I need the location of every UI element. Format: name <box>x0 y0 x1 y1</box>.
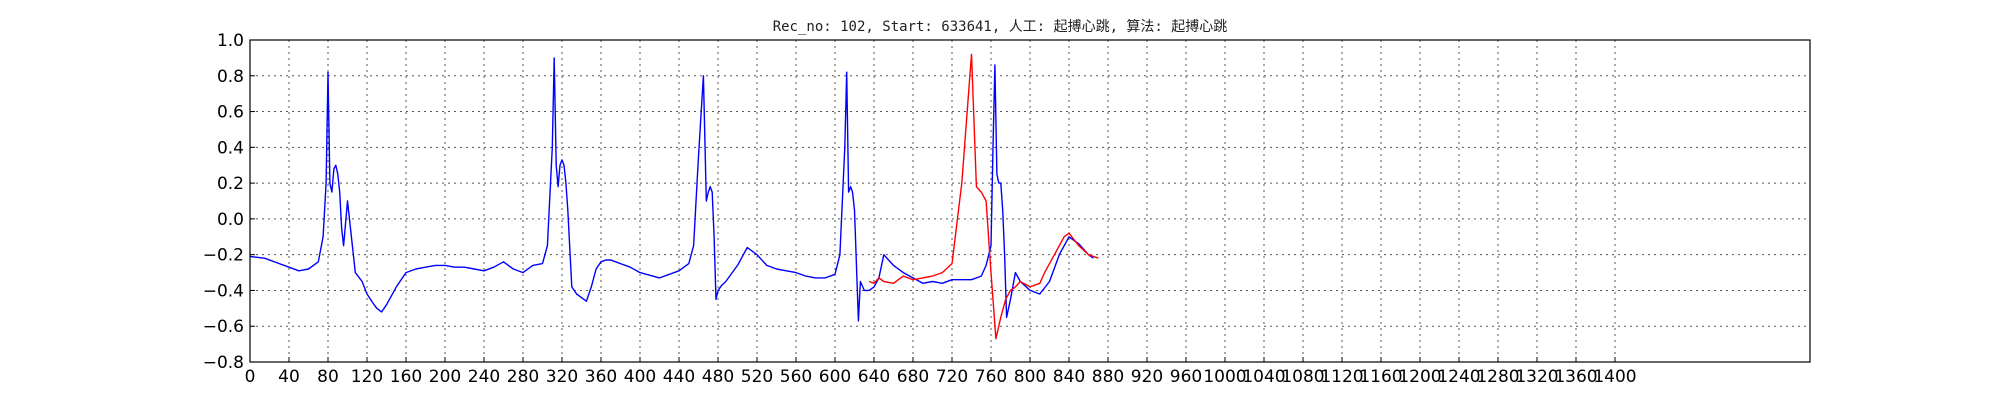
x-tick-label: 800 <box>1014 367 1046 387</box>
x-tick-label: 920 <box>1131 367 1163 387</box>
x-tick-label: 1120 <box>1320 367 1363 387</box>
x-tick-label: 840 <box>1053 367 1085 387</box>
x-tick-label: 1360 <box>1554 367 1597 387</box>
y-tick-label: 0.8 <box>217 67 244 87</box>
x-tick-label: 880 <box>1092 367 1124 387</box>
plot-frame <box>249 39 1811 363</box>
axis-ticks: 0 40 80 120 160 200 240 280 320 360 400 440 480 520 56… <box>203 31 1637 387</box>
x-tick-label: 80 <box>317 367 339 387</box>
y-tick-label: −0.4 <box>203 281 244 301</box>
x-tick-label: 1400 <box>1593 367 1636 387</box>
x-tick-label: 1320 <box>1515 367 1558 387</box>
x-tick-label: 200 <box>429 367 461 387</box>
ecg-signal-line <box>249 57 1094 322</box>
chart-title: Rec_no: 102, Start: 633641, 人工: 起搏心跳, 算法… <box>773 18 1228 35</box>
x-tick-label: 400 <box>624 367 656 387</box>
series-group <box>249 53 1099 340</box>
x-tick-label: 120 <box>351 367 383 387</box>
y-tick-label: −0.2 <box>203 246 244 266</box>
x-tick-label: 1160 <box>1359 367 1402 387</box>
x-tick-label: 360 <box>585 367 617 387</box>
x-tick-label: 560 <box>780 367 812 387</box>
x-tick-label: 440 <box>663 367 695 387</box>
x-tick-label: 480 <box>702 367 734 387</box>
grid <box>249 39 1810 363</box>
x-tick-label: 720 <box>936 367 968 387</box>
y-tick-label: 0.4 <box>217 138 244 158</box>
x-tick-label: 960 <box>1170 367 1202 387</box>
x-tick-label: 320 <box>546 367 578 387</box>
x-tick-label: 680 <box>897 367 929 387</box>
y-tick-label: 1.0 <box>217 31 244 51</box>
x-tick-label: 160 <box>390 367 422 387</box>
x-tick-label: 40 <box>278 367 300 387</box>
x-tick-label: 240 <box>468 367 500 387</box>
x-tick-label: 1280 <box>1476 367 1519 387</box>
y-tick-label: −0.8 <box>203 353 244 373</box>
y-tick-label: 0.2 <box>217 174 244 194</box>
x-tick-label: 1240 <box>1437 367 1480 387</box>
x-tick-label: 520 <box>741 367 773 387</box>
x-tick-label: 1040 <box>1242 367 1285 387</box>
x-tick-label: 640 <box>858 367 890 387</box>
x-tick-label: 280 <box>507 367 539 387</box>
y-tick-label: 0.0 <box>217 210 244 230</box>
x-tick-label: 600 <box>819 367 851 387</box>
x-tick-label: 1080 <box>1281 367 1324 387</box>
x-tick-label: 0 <box>245 367 256 387</box>
y-tick-label: −0.6 <box>203 317 244 337</box>
x-tick-label: 760 <box>975 367 1007 387</box>
x-tick-label: 1200 <box>1398 367 1441 387</box>
y-tick-label: 0.6 <box>217 103 244 123</box>
x-tick-label: 1000 <box>1203 367 1246 387</box>
highlighted-beat-line <box>868 53 1099 340</box>
